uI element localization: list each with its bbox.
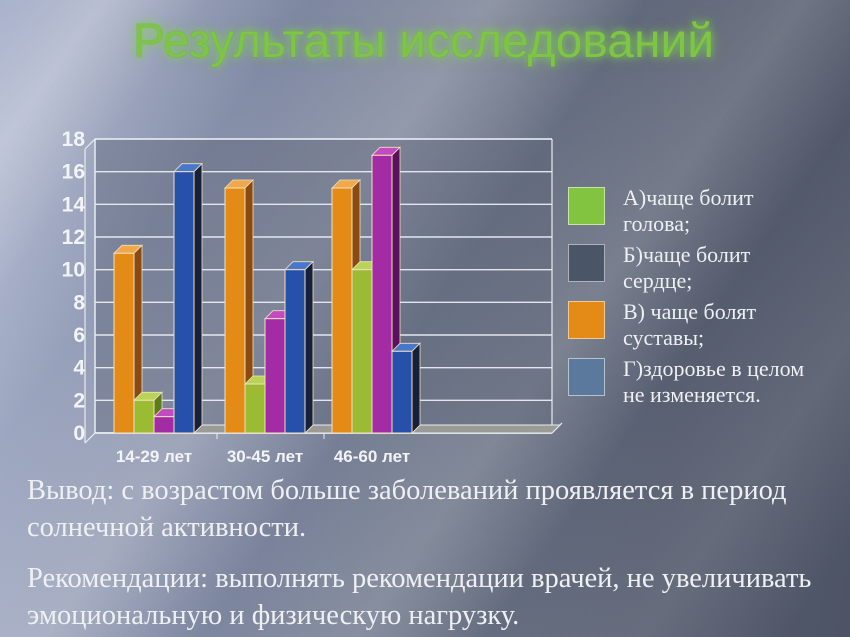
svg-text:0: 0: [73, 422, 85, 445]
svg-text:10: 10: [62, 259, 85, 282]
svg-text:2: 2: [73, 389, 85, 412]
svg-text:16: 16: [62, 161, 85, 184]
svg-text:4: 4: [73, 357, 85, 380]
svg-text:18: 18: [62, 128, 86, 151]
svg-text:8: 8: [73, 291, 85, 314]
svg-text:6: 6: [73, 324, 85, 347]
svg-text:14: 14: [62, 193, 86, 216]
svg-text:30-45 лет: 30-45 лет: [227, 447, 303, 466]
svg-text:12: 12: [62, 226, 85, 249]
svg-text:46-60 лет: 46-60 лет: [334, 447, 410, 466]
svg-text:14-29 лет: 14-29 лет: [116, 447, 192, 466]
